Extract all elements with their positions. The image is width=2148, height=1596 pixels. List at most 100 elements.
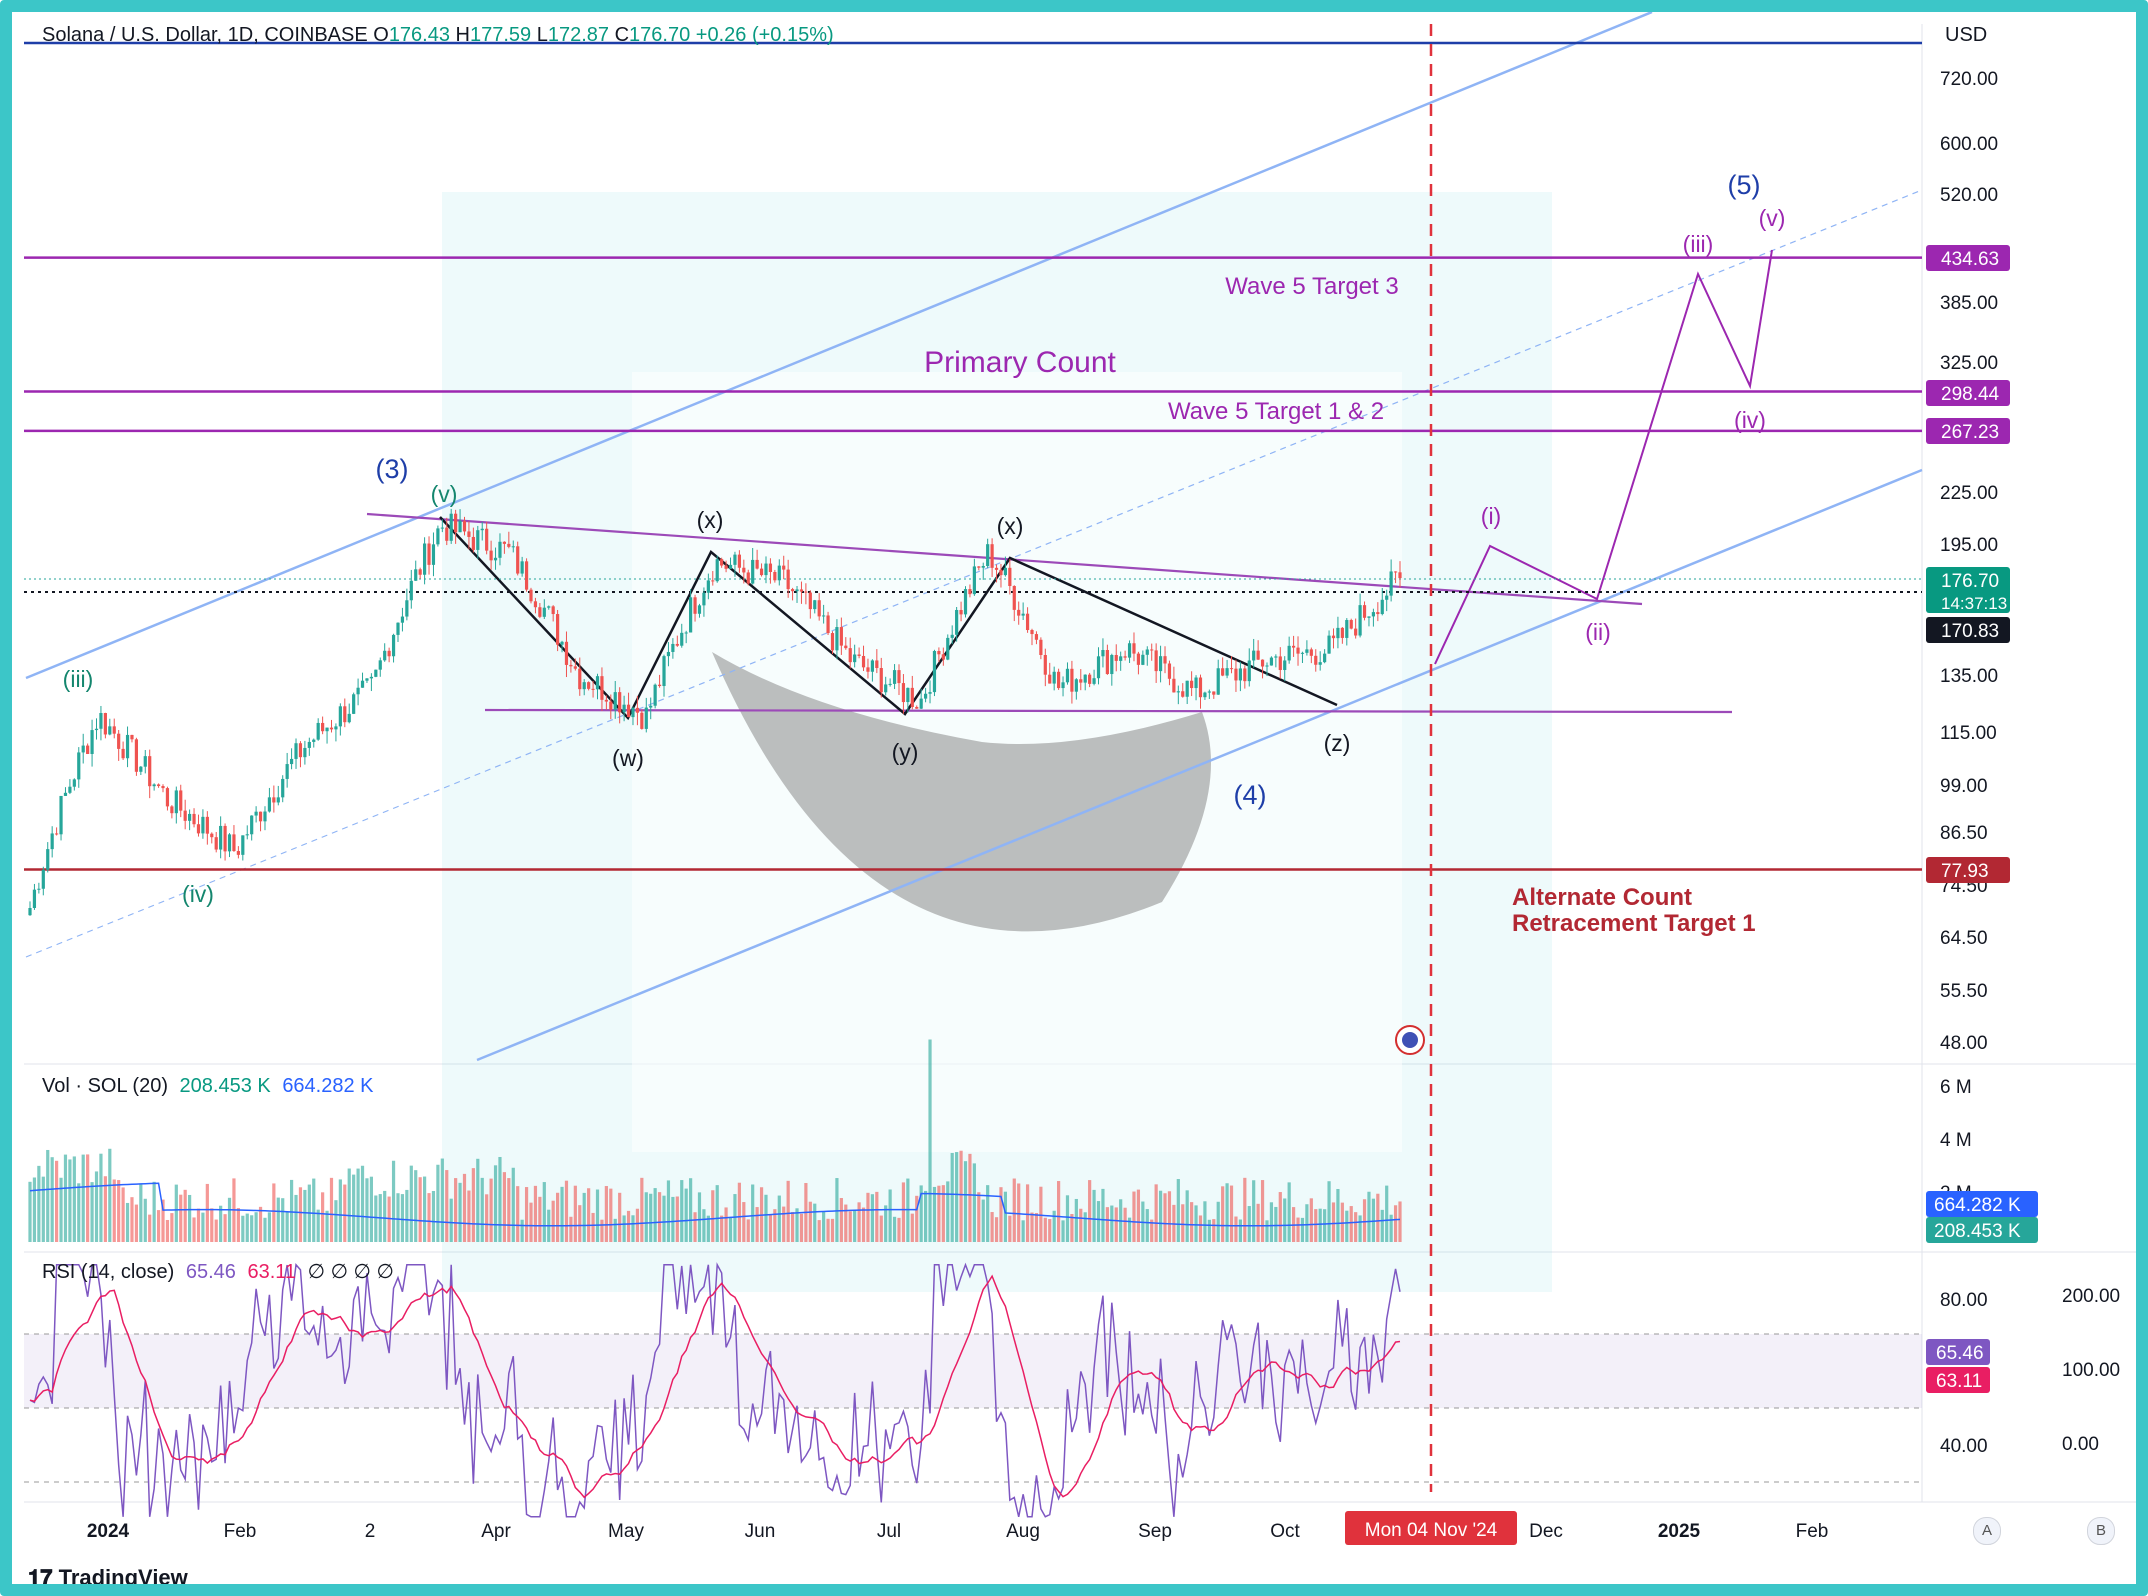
candle-body bbox=[489, 550, 493, 561]
volume-bar bbox=[808, 1201, 812, 1242]
wave-label: (x) bbox=[697, 507, 724, 533]
candle-body bbox=[1278, 656, 1282, 671]
candle-body bbox=[1150, 649, 1154, 651]
currency-label[interactable]: USD bbox=[1945, 24, 1988, 46]
event-icon-flag bbox=[1402, 1032, 1418, 1048]
candle-body bbox=[1158, 656, 1163, 672]
candle-body bbox=[59, 795, 63, 835]
volume-bar bbox=[156, 1210, 161, 1242]
volume-bar bbox=[702, 1209, 706, 1242]
candle-body bbox=[476, 530, 480, 550]
volume-bar bbox=[63, 1154, 68, 1242]
candle-body bbox=[431, 544, 436, 565]
time-tick-label: May bbox=[608, 1521, 644, 1542]
candle-body bbox=[1043, 655, 1047, 675]
candle-body bbox=[1287, 645, 1291, 661]
candle-body bbox=[1145, 649, 1149, 655]
candle-body bbox=[724, 565, 728, 569]
volume-bar bbox=[981, 1199, 985, 1242]
price-tick-label: 225.00 bbox=[1940, 483, 1998, 504]
volume-bar bbox=[897, 1217, 901, 1242]
candle-body bbox=[1101, 649, 1105, 657]
candle-body bbox=[839, 627, 843, 646]
volume-bar bbox=[321, 1192, 325, 1242]
candle-body bbox=[303, 747, 307, 758]
rsi-legend[interactable]: RSI (14, close) 65.46 63.11 ∅ ∅ ∅ ∅ bbox=[42, 1259, 394, 1284]
volume-tag bbox=[1926, 1217, 2038, 1243]
volume-bar bbox=[1203, 1201, 1207, 1242]
candle-body bbox=[1318, 662, 1322, 665]
candle-body bbox=[396, 622, 400, 635]
wave-label: (iv) bbox=[1734, 407, 1766, 433]
candle-body bbox=[657, 684, 662, 687]
volume-bar bbox=[37, 1165, 41, 1242]
price-tick-label: 64.50 bbox=[1940, 928, 1988, 949]
candle-body bbox=[844, 645, 848, 649]
volume-bar bbox=[90, 1182, 94, 1242]
scale-button-b[interactable]: B bbox=[2087, 1517, 2115, 1545]
volume-bar bbox=[1194, 1205, 1198, 1242]
volume-bar bbox=[919, 1185, 923, 1242]
volume-bar bbox=[857, 1202, 861, 1242]
wave-label: (v) bbox=[1759, 205, 1786, 231]
price-tag-text: 176.70 bbox=[1941, 571, 1999, 592]
price-tag bbox=[1926, 245, 2010, 271]
volume-bar bbox=[294, 1194, 298, 1242]
scale-button-a[interactable]: A bbox=[1973, 1517, 2001, 1545]
candle-body bbox=[968, 589, 972, 595]
volume-bar bbox=[622, 1215, 626, 1242]
annotation-primary-count: Primary Count bbox=[924, 346, 1116, 379]
volume-bar bbox=[1048, 1219, 1052, 1242]
candle-body bbox=[1065, 668, 1070, 683]
volume-bar bbox=[848, 1211, 852, 1242]
volume-bar bbox=[1070, 1213, 1074, 1242]
candle-body bbox=[449, 513, 453, 541]
volume-bar bbox=[1003, 1191, 1008, 1242]
volume-bar bbox=[1167, 1191, 1172, 1242]
volume-bar bbox=[183, 1189, 187, 1242]
volume-bar bbox=[946, 1181, 950, 1242]
candle-body bbox=[1127, 643, 1132, 658]
candle-body bbox=[325, 727, 329, 732]
volume-bar bbox=[689, 1178, 693, 1242]
candle-body bbox=[560, 641, 564, 645]
price-tag-text: 77.93 bbox=[1941, 861, 1989, 882]
price-tick-label: 99.00 bbox=[1940, 776, 1988, 797]
candle-body bbox=[693, 597, 697, 614]
volume-bar bbox=[343, 1184, 347, 1242]
volume-bar bbox=[1260, 1180, 1265, 1242]
time-tick-label: Aug bbox=[1006, 1521, 1040, 1542]
candle-body bbox=[751, 559, 755, 584]
volume-bar bbox=[1061, 1220, 1065, 1242]
volume-legend[interactable]: Vol · SOL (20) 208.453 K 664.282 K bbox=[42, 1075, 374, 1098]
volume-bar bbox=[1278, 1192, 1282, 1242]
candle-body bbox=[1163, 656, 1167, 664]
volume-bar bbox=[1114, 1207, 1118, 1242]
volume-bar bbox=[524, 1187, 529, 1242]
candle-body bbox=[1291, 645, 1296, 648]
candle-body bbox=[352, 694, 356, 714]
wave-label: (4) bbox=[1234, 780, 1267, 810]
rsi-band bbox=[24, 1334, 1922, 1408]
candle-body bbox=[480, 528, 484, 531]
volume-bar bbox=[870, 1194, 874, 1242]
candle-body bbox=[250, 815, 254, 835]
volume-bar bbox=[471, 1168, 475, 1242]
price-tag-countdown: 14:37:13 bbox=[1941, 594, 2007, 613]
volume-bar bbox=[715, 1185, 719, 1242]
tradingview-chart[interactable]: 720.00 600.00 520.00 385.00 325.00 225.00 195.… bbox=[12, 12, 2148, 1596]
tradingview-logo[interactable]: 𝟏𝟕 TradingView bbox=[28, 1565, 188, 1584]
candle-body bbox=[870, 660, 874, 672]
volume-bar bbox=[55, 1160, 59, 1242]
price-tick-label: 48.00 bbox=[1940, 1033, 1988, 1054]
volume-bar bbox=[1039, 1186, 1043, 1242]
volume-bar bbox=[414, 1170, 418, 1242]
candle-body bbox=[1052, 671, 1056, 684]
candle-body bbox=[830, 633, 835, 651]
candle-body bbox=[910, 687, 914, 707]
volume-bar bbox=[312, 1178, 316, 1242]
volume-bar bbox=[1256, 1203, 1260, 1242]
time-tick-label: Jul bbox=[877, 1521, 901, 1542]
candle-body bbox=[312, 739, 316, 742]
volume-bar bbox=[1212, 1219, 1216, 1242]
